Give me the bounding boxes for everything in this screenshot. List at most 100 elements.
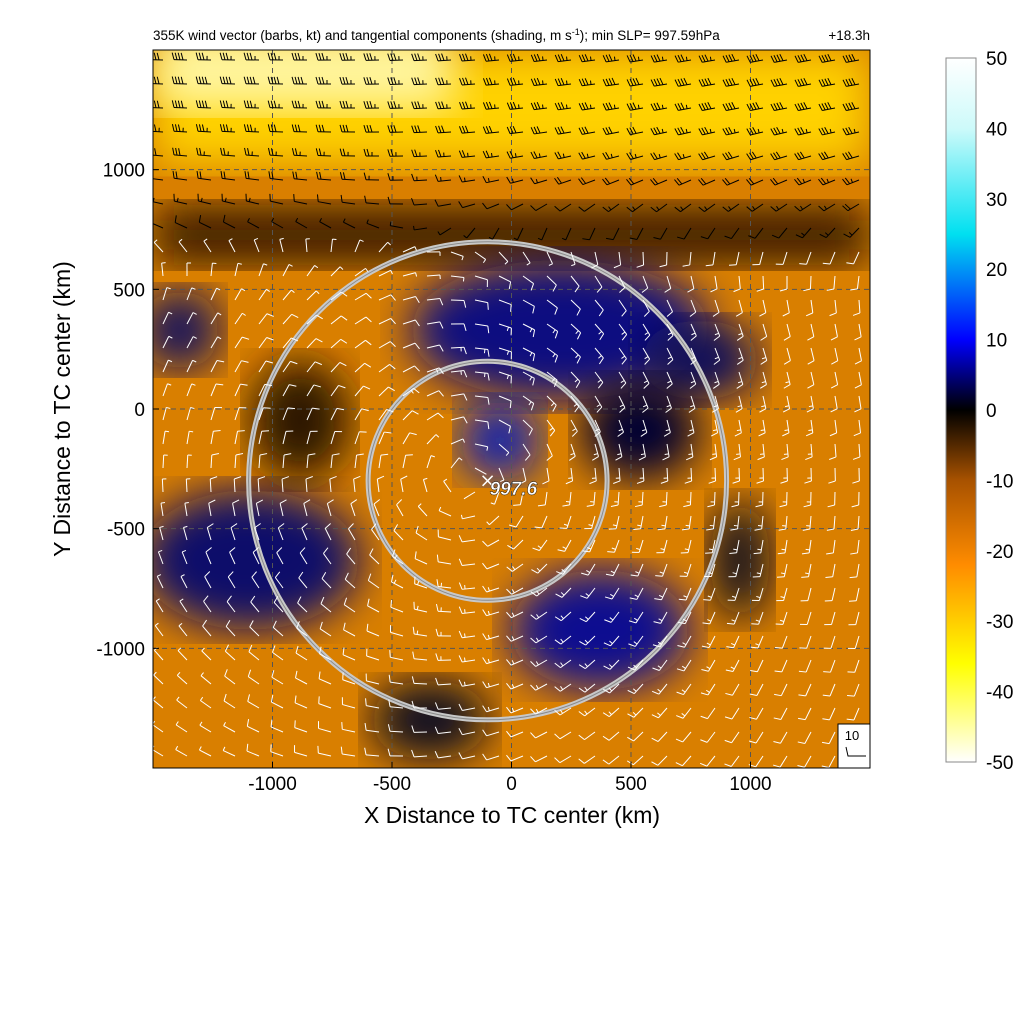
barb-feather [824, 102, 829, 110]
barb-half-feather [584, 663, 588, 667]
barb-half-feather [389, 221, 392, 226]
barb-feather [148, 53, 150, 60]
wind-barb [713, 323, 721, 341]
barb-shaft [686, 563, 692, 577]
barb-shaft [690, 371, 697, 385]
barb-half-feather [644, 356, 649, 360]
wind-barb [267, 52, 284, 61]
wind-barb [162, 359, 173, 373]
barb-half-feather [571, 263, 576, 267]
barb-feather [488, 53, 493, 61]
barb-shaft [414, 227, 428, 231]
barb-shaft [774, 107, 788, 112]
barb-shaft [413, 755, 428, 758]
wind-barb [675, 755, 692, 767]
wind-barb [417, 503, 428, 517]
barb-shaft [666, 419, 671, 433]
barb-shaft [854, 659, 860, 673]
barb-feather [773, 152, 778, 160]
barb-half-feather [438, 506, 442, 511]
barb-shaft [390, 656, 404, 661]
barb-feather [267, 52, 271, 61]
barb-half-feather [164, 430, 170, 433]
barb-feather [651, 737, 659, 742]
barb-shaft [541, 227, 548, 241]
barb-shaft [798, 131, 812, 136]
barb-shaft [714, 467, 717, 482]
wind-barb [273, 595, 284, 613]
barb-feather [198, 215, 202, 223]
barb-shaft [678, 107, 692, 111]
barb-feather [270, 148, 274, 156]
barb-feather [584, 78, 589, 86]
barb-feather [580, 595, 588, 599]
barb-shaft [658, 683, 668, 695]
wind-barb [298, 571, 308, 589]
wind-barb [650, 177, 668, 186]
barb-half-feather [443, 478, 448, 482]
barb-feather [575, 381, 581, 388]
wind-barb [422, 477, 428, 493]
wind-barb [546, 323, 559, 339]
barb-half-feather [619, 404, 624, 408]
barb-feather [638, 456, 646, 461]
barb-half-feather [491, 152, 493, 158]
wind-barb [474, 251, 487, 264]
wind-barb [482, 77, 500, 86]
barb-feather [387, 53, 391, 61]
barb-feather [369, 124, 373, 133]
wind-barb [653, 611, 668, 624]
barb-feather [463, 393, 468, 401]
barb-shaft [834, 443, 837, 457]
barb-shaft [450, 251, 464, 257]
barb-shaft [498, 395, 512, 402]
barb-feather [678, 598, 687, 601]
barb-feather [818, 55, 823, 63]
barb-shaft [200, 675, 212, 685]
barb-feather [608, 54, 613, 62]
y-tick-label: -1000 [96, 639, 145, 660]
barb-shaft [226, 601, 236, 613]
barb-half-feather [178, 238, 183, 243]
barb-feather [845, 55, 850, 63]
barb-shaft [682, 707, 692, 719]
barb-half-feather [566, 56, 568, 61]
barb-feather [699, 762, 708, 767]
barb-shaft [762, 419, 766, 433]
barb-half-feather [529, 352, 533, 357]
barb-shaft [537, 563, 548, 574]
wind-barb [640, 419, 648, 437]
barb-shaft [402, 365, 415, 373]
barb-feather [779, 504, 787, 508]
barb-shaft [513, 539, 524, 550]
barb-shaft [522, 419, 533, 430]
barb-feather [613, 264, 621, 269]
wind-barb [613, 467, 621, 484]
wind-barb [842, 203, 860, 212]
barb-shaft [450, 416, 464, 421]
barb-half-feather [560, 709, 564, 714]
barb-feather [195, 76, 199, 84]
barb-shaft [594, 419, 601, 433]
wind-barb [330, 266, 344, 277]
barb-feather [722, 55, 727, 63]
barb-feather [343, 622, 346, 630]
barb-feather [364, 362, 372, 368]
barb-feather [774, 670, 782, 673]
barb-feather [482, 102, 487, 110]
barb-feather [776, 78, 781, 86]
barb-half-feather [436, 368, 439, 373]
barb-feather [220, 147, 223, 156]
barb-feather [390, 125, 394, 133]
barb-shaft [657, 755, 668, 766]
barb-shaft [608, 707, 620, 718]
barb-feather [656, 102, 661, 110]
barb-feather [291, 100, 295, 108]
barb-feather [270, 694, 274, 703]
barb-shaft [353, 479, 356, 493]
barb-feather [220, 171, 223, 179]
barb-feather [549, 430, 556, 437]
wind-barb [826, 515, 836, 531]
barb-feather [459, 102, 463, 110]
